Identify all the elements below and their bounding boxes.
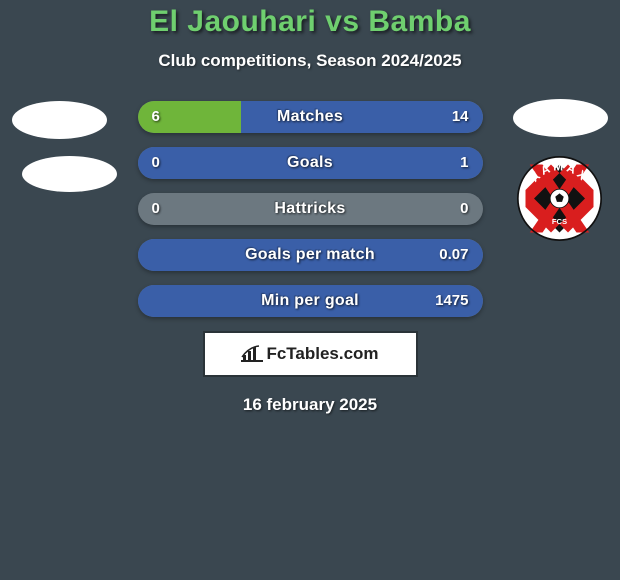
bar-chart-icon xyxy=(241,345,263,363)
stat-value-right: 0.07 xyxy=(439,239,468,271)
stat-rows: 6Matches140Goals10Hattricks0Goals per ma… xyxy=(138,101,483,317)
club-right-badge-xamax: XAMAX FCS xyxy=(517,156,602,241)
comparison-subtitle: Club competitions, Season 2024/2025 xyxy=(0,51,620,71)
stat-label: Matches xyxy=(138,101,483,133)
infographic-date: 16 february 2025 xyxy=(0,395,620,415)
fctables-logo-text: FcTables.com xyxy=(266,344,378,364)
stats-area: XAMAX FCS 6Matches140Goals10Hattricks0Go… xyxy=(0,101,620,317)
fctables-logo[interactable]: FcTables.com xyxy=(203,331,418,377)
stat-row: Goals per match0.07 xyxy=(138,239,483,271)
stat-value-right: 14 xyxy=(452,101,469,133)
player-right-photo-placeholder xyxy=(513,99,608,137)
stat-label: Min per goal xyxy=(138,285,483,317)
stat-value-right: 0 xyxy=(460,193,468,225)
stat-row: Min per goal1475 xyxy=(138,285,483,317)
stat-row: 6Matches14 xyxy=(138,101,483,133)
badge-text-bottom: FCS xyxy=(552,217,567,226)
stat-label: Hattricks xyxy=(138,193,483,225)
player-left-photo-placeholder xyxy=(12,101,107,139)
stat-value-right: 1 xyxy=(460,147,468,179)
comparison-title: El Jaouhari vs Bamba xyxy=(0,5,620,39)
stat-row: 0Hattricks0 xyxy=(138,193,483,225)
stat-label: Goals per match xyxy=(138,239,483,271)
stat-value-right: 1475 xyxy=(435,285,468,317)
club-left-logo-placeholder xyxy=(22,156,117,192)
stat-label: Goals xyxy=(138,147,483,179)
stat-row: 0Goals1 xyxy=(138,147,483,179)
